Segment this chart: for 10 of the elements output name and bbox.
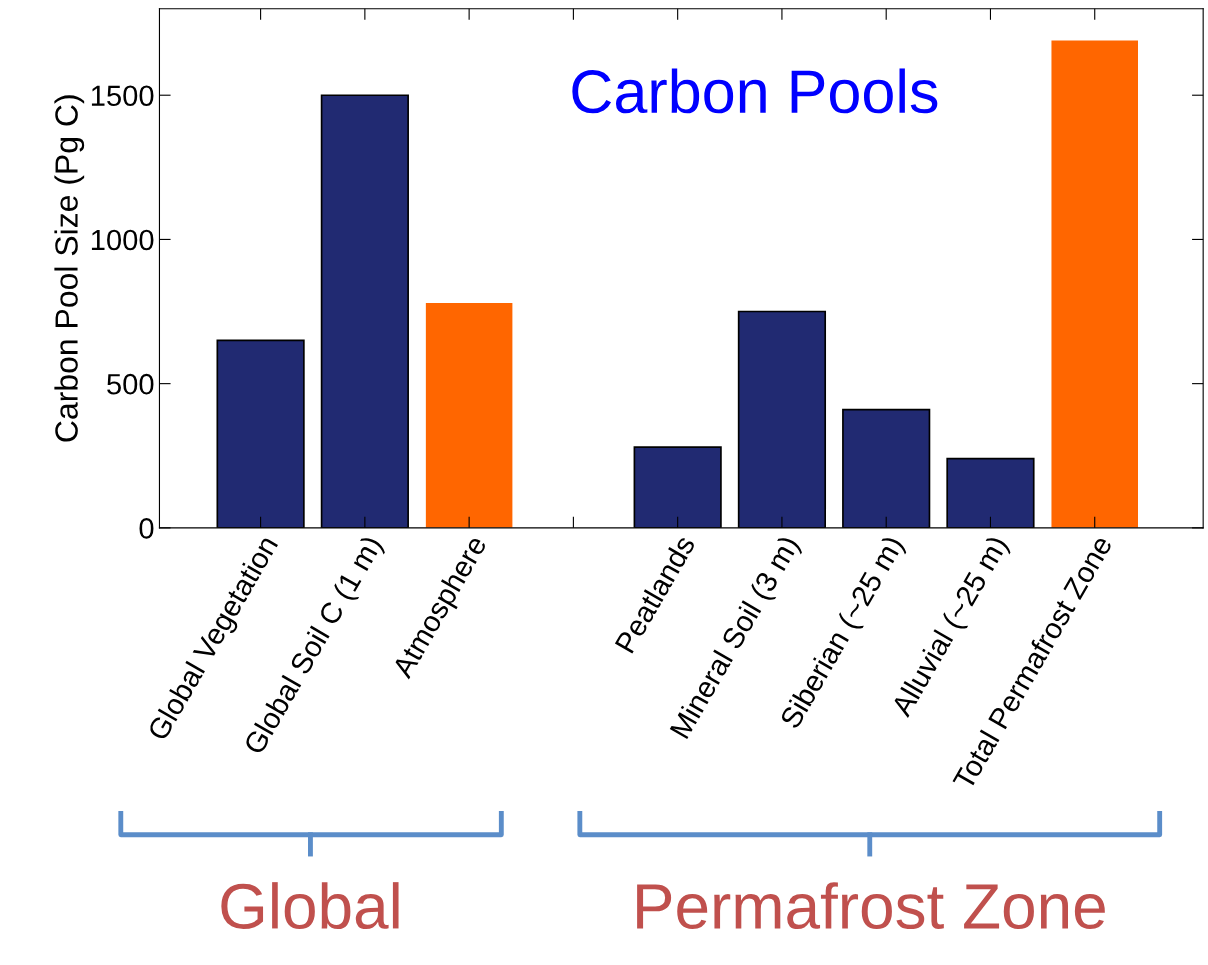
annotation: Carbon Pools (572, 68, 938, 114)
y-tick-label: 1500 (91, 85, 154, 107)
bar (425, 302, 513, 528)
y-axis-title: Carbon Pool Size (Pg C) (54, 95, 85, 442)
bar (1051, 40, 1138, 528)
y-tick-label: 500 (107, 373, 154, 395)
y-tick-label: 1000 (91, 229, 154, 251)
text: Permafrost Zone (637, 882, 1105, 930)
y-tick-label: 0 (139, 518, 154, 539)
text: Global (221, 882, 399, 930)
